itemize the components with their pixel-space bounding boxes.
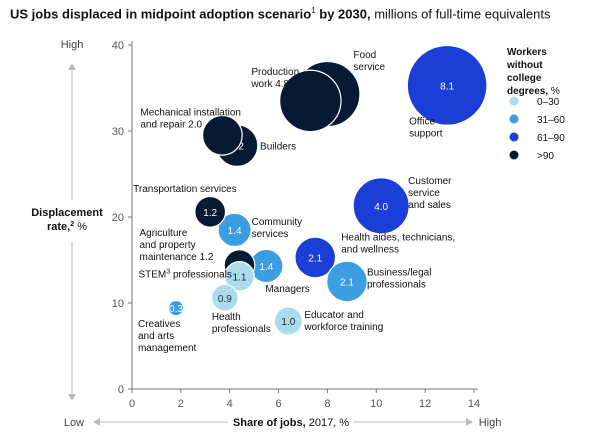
arrow-up-icon bbox=[68, 63, 76, 70]
bubble-category-label: management bbox=[138, 343, 197, 354]
bubble-category-label: service bbox=[408, 188, 440, 199]
chart-title: US jobs displaced in midpoint adoption s… bbox=[10, 6, 551, 21]
bubble bbox=[224, 261, 255, 292]
bubble-category-label: and wellness bbox=[341, 244, 399, 255]
bubble-value-label: 1.0 bbox=[281, 317, 295, 328]
x-axis-title: Share of jobs, 2017, % bbox=[233, 417, 349, 429]
bubble bbox=[294, 236, 337, 279]
bubble-value-label: 1.4 bbox=[259, 262, 273, 273]
x-tick-label: 6 bbox=[276, 398, 282, 410]
bubble-value-label: 2.1 bbox=[340, 278, 354, 289]
arrow-right-icon bbox=[466, 418, 473, 426]
bubble-value-label: 2.1 bbox=[308, 253, 322, 264]
x-tick-label: 0 bbox=[129, 398, 135, 410]
bubble-category-label: and repair 2.0 bbox=[140, 119, 202, 130]
bubble bbox=[217, 212, 252, 248]
bubble-category-label: Creatives bbox=[138, 319, 180, 330]
bubble bbox=[352, 177, 410, 235]
bubble-category-label: Health aides, technicians, bbox=[341, 232, 455, 243]
bubble-value-label: 1.4 bbox=[228, 226, 242, 237]
bubble-category-label: professionals bbox=[212, 324, 271, 335]
bubble-category-label: work 4.8 bbox=[250, 79, 289, 90]
arrow-down-icon bbox=[68, 394, 76, 401]
bubble bbox=[279, 69, 342, 133]
bubble bbox=[326, 260, 368, 303]
bubble bbox=[167, 299, 185, 317]
bubble bbox=[406, 44, 488, 126]
bubble-category-label: Food bbox=[353, 50, 376, 61]
legend-title-line: without bbox=[506, 60, 543, 71]
bubble-category-label: and sales bbox=[408, 200, 451, 211]
legend-swatch bbox=[509, 150, 519, 160]
bubble-category-label: Office bbox=[409, 116, 435, 127]
bubble-value-label: 1.1 bbox=[233, 272, 247, 283]
y-tick-label: 0 bbox=[118, 384, 124, 396]
x-tick-label: 2 bbox=[178, 398, 184, 410]
bubble-category-label: professionals bbox=[367, 280, 426, 291]
bubble-value-label: 0.9 bbox=[218, 294, 232, 305]
bubble bbox=[194, 195, 227, 228]
bubble-value-label: 4.0 bbox=[374, 202, 388, 213]
bubble-category-label: Transportation services bbox=[133, 184, 237, 195]
legend-swatch bbox=[509, 132, 519, 142]
bubble-category-label: STEM3 professionals bbox=[138, 268, 231, 280]
x-tick-label: 4 bbox=[227, 398, 233, 410]
bubble bbox=[273, 306, 303, 336]
bubble-category-label: workforce training bbox=[303, 322, 383, 333]
bubble-category-label: Production bbox=[251, 67, 299, 78]
bubble bbox=[210, 283, 239, 312]
legend-label: 0–30 bbox=[537, 97, 560, 108]
legend-label: >90 bbox=[537, 151, 554, 162]
x-tick-label: 12 bbox=[419, 398, 431, 410]
bubble-category-label: maintenance 1.2 bbox=[139, 252, 213, 263]
bubble-value-label: 1.2 bbox=[203, 208, 217, 219]
legend-title-line: degrees, % bbox=[507, 86, 560, 97]
bubble-category-label: Educator and bbox=[304, 310, 364, 321]
bubble bbox=[201, 114, 243, 156]
x-tick-label: 10 bbox=[370, 398, 382, 410]
bubble-category-label: Community bbox=[252, 217, 303, 228]
bubble-category-label: Customer bbox=[408, 176, 452, 187]
legend-label: 61–90 bbox=[537, 133, 565, 144]
bubble-category-label: Mechanical installation bbox=[140, 107, 241, 118]
legend-label: 31–60 bbox=[537, 115, 565, 126]
y-tick-label: 20 bbox=[112, 212, 124, 224]
x-axis-high-label: High bbox=[479, 417, 502, 429]
x-tick-label: 8 bbox=[324, 398, 330, 410]
bubble-category-label: Agriculture bbox=[139, 228, 187, 239]
bubble-value-label: 0.3 bbox=[169, 304, 183, 315]
y-axis-title-line1: Displacement bbox=[31, 207, 103, 219]
bubble-category-label: and property bbox=[139, 240, 195, 251]
chart-title-bold-end: by 2030, bbox=[315, 6, 371, 22]
chart-title-footnote: 1 bbox=[311, 6, 316, 15]
bubble-category-label: support bbox=[409, 128, 443, 139]
bubble-category-label: Managers bbox=[265, 284, 309, 295]
y-axis-high-label: High bbox=[61, 39, 84, 51]
legend-title-line: Workers bbox=[507, 47, 547, 58]
bubble-value-label: 8.1 bbox=[440, 81, 454, 92]
chart-title-rest: millions of full-time equivalents bbox=[370, 6, 551, 22]
bubble-category-label: service bbox=[353, 62, 385, 73]
y-tick-label: 10 bbox=[112, 298, 124, 310]
x-tick-label: 14 bbox=[468, 398, 480, 410]
bubble-category-label: and arts bbox=[138, 331, 174, 342]
y-tick-label: 30 bbox=[112, 126, 124, 138]
legend-swatch bbox=[509, 96, 519, 106]
legend-title-line: college bbox=[507, 73, 542, 84]
y-axis-title-line2: rate,2 % bbox=[47, 221, 87, 233]
legend-swatch bbox=[509, 114, 519, 124]
arrow-left-icon bbox=[93, 418, 100, 426]
bubble-category-label: services bbox=[252, 229, 289, 240]
bubble-category-label: Business/legal bbox=[367, 268, 431, 279]
bubble-category-label: Builders bbox=[260, 142, 296, 153]
chart-title-bold: US jobs displaced in midpoint adoption s… bbox=[10, 6, 312, 22]
y-tick-label: 40 bbox=[112, 40, 124, 52]
bubble-category-label: Health bbox=[212, 312, 241, 323]
x-axis-low-label: Low bbox=[64, 417, 84, 429]
